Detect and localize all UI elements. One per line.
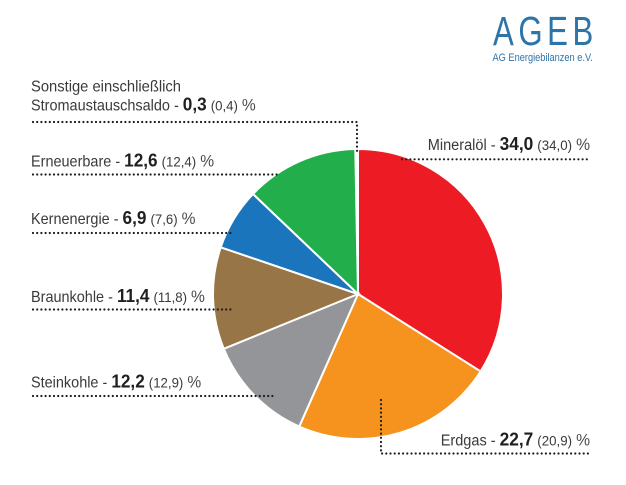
svg-text:AGEB: AGEB	[493, 8, 598, 54]
svg-text:Stromaustauschsaldo - 0,3 (0,4: Stromaustauschsaldo - 0,3 (0,4) %	[31, 94, 256, 115]
svg-text:Sonstige einschließlich: Sonstige einschließlich	[31, 78, 181, 95]
svg-text:Mineralöl - 34,0 (34,0) %: Mineralöl - 34,0 (34,0) %	[428, 134, 590, 155]
svg-text:Erneuerbare - 12,6 (12,4) %: Erneuerbare - 12,6 (12,4) %	[31, 150, 214, 171]
svg-text:Steinkohle - 12,2 (12,9) %: Steinkohle - 12,2 (12,9) %	[31, 371, 201, 392]
svg-text:Braunkohle - 11,4 (11,8) %: Braunkohle - 11,4 (11,8) %	[31, 286, 205, 307]
svg-text:Kernenergie - 6,9 (7,6) %: Kernenergie - 6,9 (7,6) %	[31, 207, 196, 228]
svg-text:Erdgas - 22,7 (20,9) %: Erdgas - 22,7 (20,9) %	[441, 429, 590, 450]
svg-text:AG Energiebilanzen e.V.: AG Energiebilanzen e.V.	[493, 52, 593, 64]
